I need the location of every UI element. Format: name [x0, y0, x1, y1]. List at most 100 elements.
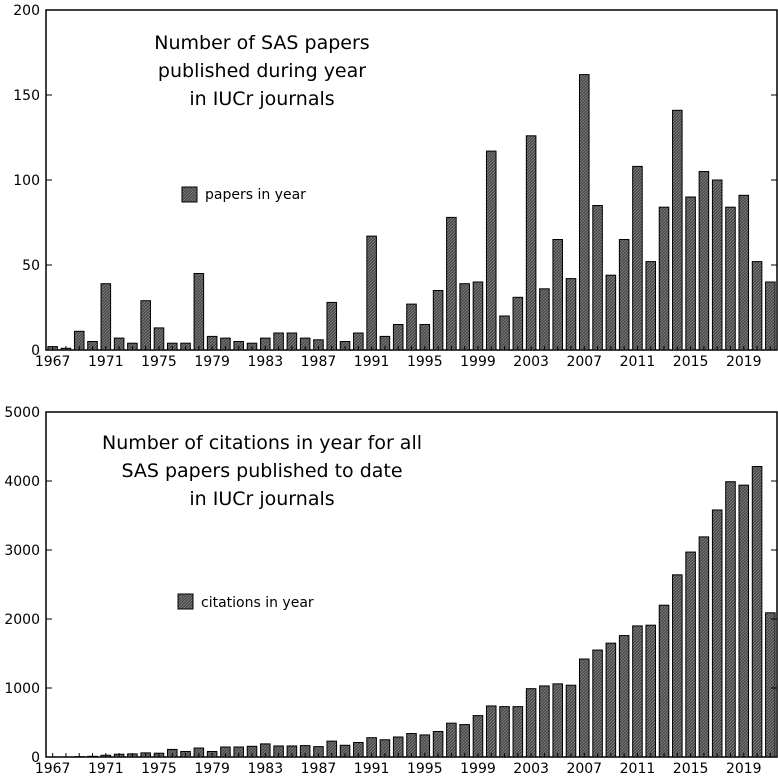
citations-bar-2005	[552, 683, 563, 758]
papers-legend-label: papers in year	[205, 187, 306, 203]
citations-y-tick-label: 2000	[4, 612, 40, 628]
papers-bar-2004	[539, 288, 550, 351]
citations-bar-2018	[725, 481, 736, 758]
citations-title-line-3: in IUCr journals	[189, 488, 334, 510]
citations-bar-1997	[446, 722, 457, 758]
papers-bar-2007	[579, 74, 590, 351]
papers-y-tick-label: 100	[13, 173, 40, 189]
citations-bar-2001	[499, 706, 510, 758]
papers-bar-1971	[100, 283, 112, 351]
citations-bar-2008	[592, 649, 603, 758]
citations-y-tick-label: 1000	[4, 681, 40, 697]
papers-x-tick-label: 1995	[407, 354, 443, 370]
citations-legend-label: citations in year	[201, 595, 314, 611]
citations-bar-2021	[765, 612, 776, 758]
papers-bar-1996	[432, 290, 444, 351]
citations-bar-2004	[539, 685, 550, 758]
papers-y-tick-label: 50	[22, 258, 40, 274]
citations-x-tick-label: 1967	[35, 761, 71, 777]
citations-title-line-2: SAS papers published to date	[121, 460, 402, 482]
papers-bar-2016	[698, 171, 710, 351]
papers-title-line-2: published during year	[158, 60, 366, 82]
papers-x-axis: 1967 1971 1975 1979 1983 1987 1991 1995 1999 2003…	[35, 346, 771, 370]
citations-title-line-1: Number of citations in year for all	[102, 432, 422, 454]
citations-y-tick-label: 3000	[4, 543, 40, 559]
citations-x-tick-label: 1991	[354, 761, 390, 777]
papers-bar-1999	[472, 281, 484, 351]
papers-bar-1978	[193, 273, 205, 351]
citations-bar-2016	[698, 536, 710, 758]
citations-x-tick-label: 2003	[513, 761, 549, 777]
papers-bar-2019	[738, 194, 750, 351]
citations-x-tick-label: 1979	[194, 761, 230, 777]
papers-bar-2008	[592, 205, 603, 351]
papers-bar-2010	[618, 239, 630, 351]
citations-x-tick-label: 2019	[726, 761, 762, 777]
citations-bars	[73, 466, 776, 758]
papers-bar-2002	[512, 296, 524, 351]
papers-bar-2018	[725, 206, 736, 351]
papers-bar-1994	[406, 303, 417, 351]
papers-bar-2006	[565, 278, 577, 351]
citations-bar-2015	[685, 551, 696, 758]
citations-bar-2003	[525, 688, 537, 758]
citations-bar-2017	[711, 509, 723, 758]
papers-bar-1974	[140, 300, 151, 351]
citations-bar-2019	[738, 484, 750, 758]
citations-bar-2020	[751, 466, 763, 758]
papers-x-tick-label: 1999	[460, 354, 496, 370]
papers-bar-1988	[326, 301, 338, 351]
citations-x-tick-label: 1971	[88, 761, 124, 777]
citations-y-axis: 0 1000 2000 3000 4000 5000	[4, 405, 777, 766]
papers-bar-1997	[446, 216, 457, 351]
papers-x-tick-label: 1979	[194, 354, 230, 370]
papers-legend-swatch	[181, 186, 198, 203]
citations-x-tick-label: 1975	[141, 761, 177, 777]
papers-x-tick-label: 1987	[301, 354, 337, 370]
papers-bar-2011	[632, 165, 643, 351]
papers-bar-1998	[459, 283, 470, 351]
papers-x-tick-label: 2011	[620, 354, 656, 370]
papers-bar-2000	[485, 150, 497, 351]
citations-x-axis: 1967 1971 1975 1979 1983 1987 1991 1995 1999 2003…	[35, 753, 771, 777]
papers-chart: 0 50 100 150 200 1967 1971 1975 1979 1983 1987 199…	[13, 3, 778, 370]
citations-x-tick-label: 1999	[460, 761, 496, 777]
papers-x-tick-label: 2015	[673, 354, 709, 370]
papers-title-line-1: Number of SAS papers	[154, 32, 369, 54]
papers-title-line-3: in IUCr journals	[189, 88, 334, 110]
papers-x-tick-label: 1991	[354, 354, 390, 370]
papers-x-tick-label: 2007	[566, 354, 602, 370]
papers-bars	[47, 74, 776, 351]
citations-x-tick-label: 1995	[407, 761, 443, 777]
citations-legend-swatch	[177, 593, 194, 610]
papers-bar-2013	[658, 206, 670, 351]
citations-y-tick-label: 4000	[4, 474, 40, 490]
papers-y-tick-label: 200	[13, 3, 40, 19]
papers-y-axis: 0 50 100 150 200	[13, 3, 777, 359]
citations-bar-2014	[672, 574, 683, 758]
papers-bar-2017	[711, 179, 723, 351]
citations-bar-1999	[472, 715, 484, 758]
citations-bar-2012	[645, 624, 657, 758]
citations-bar-2002	[512, 706, 524, 758]
papers-y-tick-label: 0	[31, 343, 40, 359]
papers-bar-2020	[751, 261, 763, 351]
papers-bar-2014	[672, 109, 683, 351]
citations-y-tick-label: 5000	[4, 405, 40, 421]
citations-x-tick-label: 1987	[301, 761, 337, 777]
papers-bar-1991	[366, 235, 377, 351]
papers-bar-2012	[645, 261, 657, 351]
papers-bar-2003	[525, 135, 537, 351]
citations-bar-1998	[459, 724, 470, 758]
papers-x-tick-label: 2003	[513, 354, 549, 370]
papers-bar-2015	[685, 196, 696, 351]
papers-x-tick-label: 1983	[247, 354, 283, 370]
citations-bar-2013	[658, 604, 670, 758]
papers-bar-2021	[765, 281, 776, 351]
citations-x-tick-label: 2007	[566, 761, 602, 777]
citations-bar-2007	[579, 658, 590, 758]
papers-x-tick-label: 1975	[141, 354, 177, 370]
citations-bar-2010	[618, 635, 630, 758]
